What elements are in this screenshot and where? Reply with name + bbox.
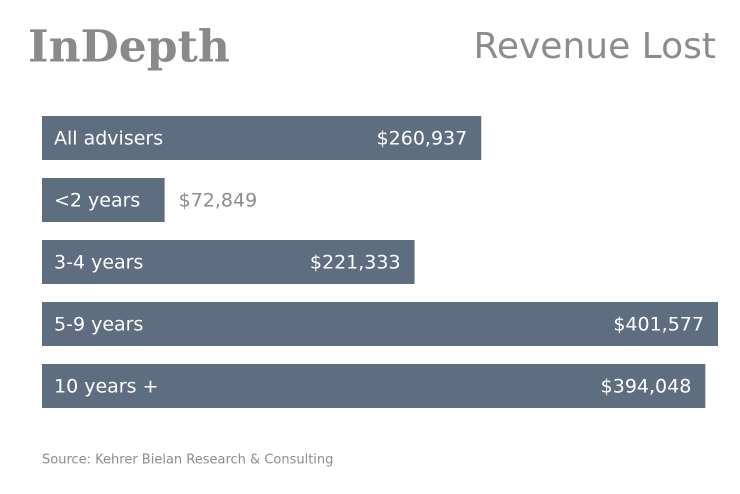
brand: InDepth <box>28 22 230 73</box>
value-label: $221,333 <box>310 252 401 274</box>
category-label: <2 years <box>54 190 140 212</box>
value-label: $72,849 <box>179 190 258 212</box>
value-label: $401,577 <box>613 314 704 336</box>
bar <box>42 364 706 408</box>
bar <box>42 302 718 346</box>
bar <box>42 116 482 160</box>
category-label: 3-4 years <box>54 252 143 274</box>
category-label: 5-9 years <box>54 314 143 336</box>
bar <box>42 178 165 222</box>
category-label: All advisers <box>54 128 163 150</box>
category-label: 10 years + <box>54 376 158 398</box>
source: Source: Kehrer Bielan Research & Consult… <box>42 453 333 468</box>
value-label: $260,937 <box>377 128 468 150</box>
value-label: $394,048 <box>601 376 692 398</box>
chart-title: Revenue Lost <box>473 26 716 67</box>
bar <box>42 240 415 284</box>
